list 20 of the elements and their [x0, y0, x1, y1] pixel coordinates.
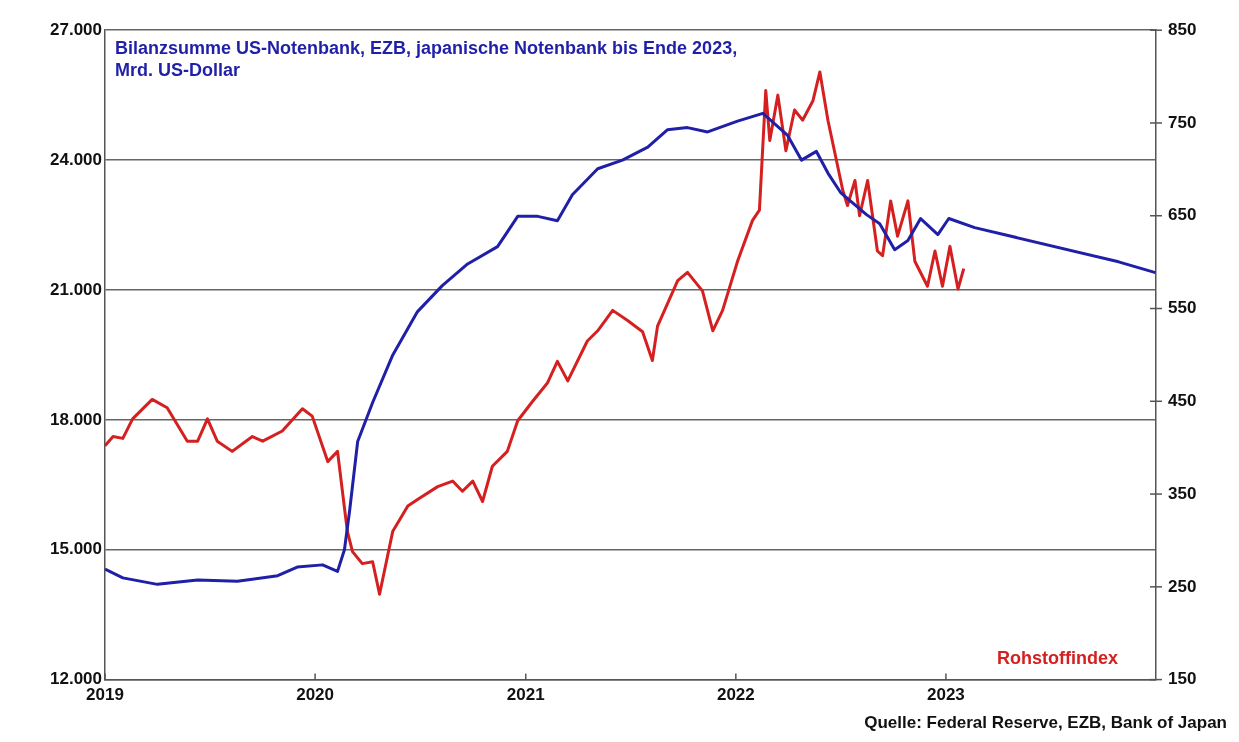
x-tick-label: 2021	[506, 685, 545, 705]
y-tick-label: 18.000	[50, 409, 102, 429]
y2-tick-label: 350	[1168, 483, 1197, 503]
y2-tick-label: 150	[1168, 669, 1197, 689]
y2-tick-label: 250	[1168, 576, 1197, 596]
x-tick-label: 2023	[927, 685, 965, 705]
y2-tick-label: 650	[1168, 205, 1197, 225]
y2-tick-label: 850	[1168, 19, 1197, 39]
x-tick-label: 2022	[716, 685, 755, 705]
y-tick-label: 27.000	[50, 19, 102, 39]
y2-tick-label: 550	[1168, 298, 1197, 318]
y-tick-label: 21.000	[50, 279, 102, 299]
text: Rohstoffindex	[997, 647, 1118, 668]
source-note: Quelle: Federal Reserve, EZB, Bank of Japan	[864, 713, 1227, 733]
y-tick-label: 24.000	[50, 149, 102, 169]
y-tick-label: 15.000	[50, 539, 102, 559]
x-tick-label: 2020	[296, 685, 334, 705]
y2-tick-label: 750	[1168, 112, 1197, 132]
text: Bilanzsumme US-Notenbank, EZB, japanische Notenbank bis Ende 2023, Mrd. US-Dollar	[115, 38, 738, 81]
y2-tick-label: 450	[1168, 390, 1197, 410]
